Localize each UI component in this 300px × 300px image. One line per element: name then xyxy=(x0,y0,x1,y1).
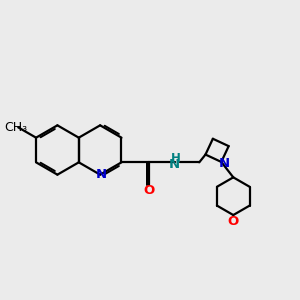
Text: N: N xyxy=(95,168,106,181)
Text: O: O xyxy=(228,215,239,228)
Text: CH₃: CH₃ xyxy=(4,121,27,134)
Text: H: H xyxy=(171,152,181,165)
Text: N: N xyxy=(169,158,180,170)
Text: O: O xyxy=(143,184,155,197)
Text: N: N xyxy=(218,157,230,170)
